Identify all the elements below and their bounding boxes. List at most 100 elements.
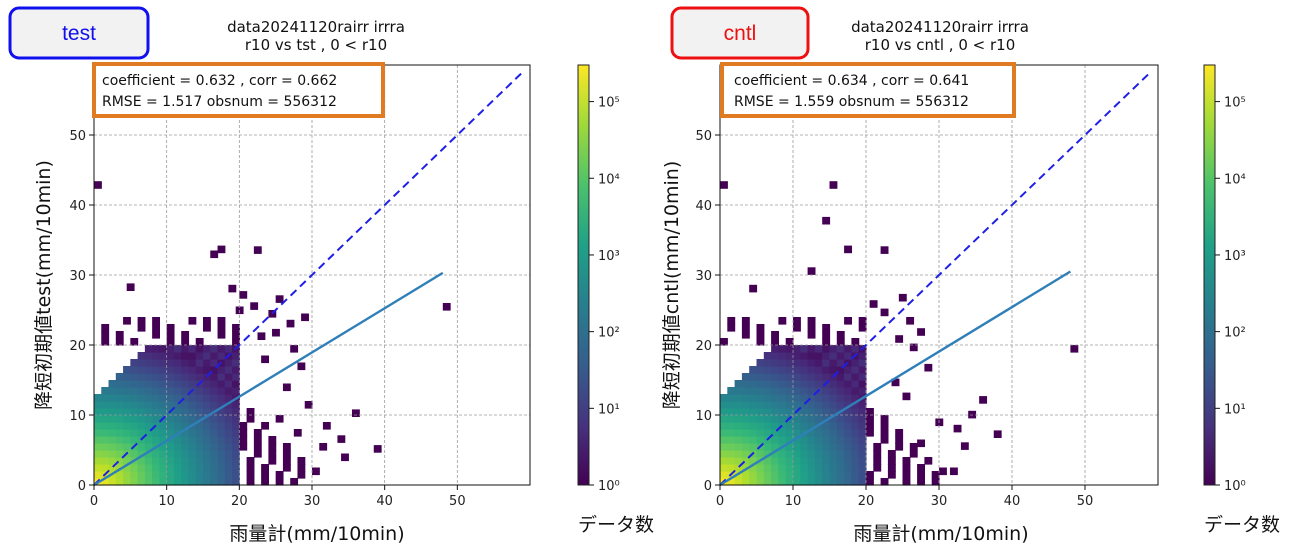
- histogram-cell: [844, 471, 852, 479]
- histogram-cell: [822, 331, 831, 339]
- histogram-cell: [217, 366, 226, 374]
- histogram-cell: [836, 394, 845, 402]
- histogram-cell: [130, 380, 139, 388]
- histogram-cell: [152, 436, 160, 444]
- histogram-cell: [778, 457, 787, 465]
- histogram-cell: [785, 352, 794, 360]
- y-tick-label: 10: [69, 409, 86, 424]
- histogram-cell: [727, 401, 736, 409]
- histogram-cell: [734, 464, 743, 472]
- outlier-cell: [749, 284, 758, 293]
- histogram-cell: [771, 478, 779, 486]
- histogram-cell: [181, 436, 190, 444]
- histogram-cell: [749, 415, 758, 423]
- histogram-cell: [173, 394, 182, 402]
- histogram-cell: [224, 387, 233, 395]
- histogram-cell: [217, 394, 226, 402]
- histogram-cell: [756, 422, 765, 430]
- histogram-cell: [771, 429, 779, 437]
- histogram-cell: [778, 478, 787, 486]
- histogram-cell: [173, 478, 182, 486]
- histogram-cell: [807, 373, 816, 381]
- histogram-cell: [181, 352, 190, 360]
- histogram-cell: [268, 436, 277, 444]
- histogram-cell: [144, 408, 153, 416]
- badge-test[interactable]: test: [8, 6, 150, 60]
- histogram-cell: [115, 387, 124, 395]
- histogram-cell: [778, 359, 787, 367]
- histogram-cell: [166, 359, 175, 367]
- histogram-cell: [793, 464, 801, 472]
- histogram-cell: [829, 394, 838, 402]
- histogram-cell: [844, 352, 852, 360]
- histogram-cell: [909, 450, 918, 458]
- histogram-cell: [181, 401, 190, 409]
- histogram-cell: [793, 457, 801, 465]
- histogram-cell: [858, 478, 867, 486]
- x-tick-label: 40: [1004, 494, 1021, 509]
- badge-cntl[interactable]: cntl: [670, 6, 810, 60]
- histogram-cell: [771, 373, 779, 381]
- histogram-cell: [246, 415, 255, 423]
- histogram-cell: [785, 387, 794, 395]
- outlier-cell: [253, 246, 262, 254]
- histogram-cell: [210, 352, 219, 360]
- outlier-cell: [822, 216, 831, 225]
- histogram-cell: [108, 422, 117, 430]
- histogram-cell: [224, 478, 233, 486]
- histogram-cell: [195, 443, 204, 451]
- histogram-cell: [763, 415, 772, 423]
- histogram-cell: [101, 415, 110, 423]
- histogram-cell: [771, 387, 779, 395]
- histogram-cell: [115, 331, 124, 339]
- histogram-cell: [844, 450, 852, 458]
- histogram-cell: [239, 436, 248, 444]
- histogram-cell: [741, 373, 750, 381]
- histogram-cell: [130, 408, 139, 416]
- histogram-cell: [224, 366, 233, 374]
- histogram-cell: [159, 471, 168, 479]
- histogram-cell: [880, 429, 889, 437]
- histogram-cell: [203, 324, 211, 332]
- histogram-cell: [173, 415, 182, 423]
- colorbar-tick-label: 10⁵: [1224, 96, 1246, 111]
- histogram-cell: [137, 429, 146, 437]
- histogram-cell: [232, 408, 240, 416]
- outlier-cell: [891, 378, 900, 387]
- histogram-cell: [123, 401, 131, 409]
- chart-title-line1: data20241120rairr irrra: [227, 18, 405, 36]
- histogram-cell: [836, 345, 845, 353]
- histogram-cell: [195, 359, 204, 367]
- histogram-cell: [734, 478, 743, 486]
- histogram-cell: [188, 443, 197, 451]
- histogram-cell: [720, 443, 728, 451]
- histogram-cell: [181, 387, 190, 395]
- histogram-cell: [720, 436, 728, 444]
- histogram-cell: [727, 436, 736, 444]
- outlier-cell: [312, 467, 320, 476]
- histogram-cell: [130, 338, 139, 346]
- histogram-cell: [246, 471, 255, 479]
- diagonal-line: [719, 71, 1152, 486]
- histogram-cell: [741, 443, 750, 451]
- histogram-cell: [152, 380, 160, 388]
- histogram-cell: [210, 373, 219, 381]
- histogram-cell: [210, 366, 219, 374]
- histogram-cell: [152, 352, 160, 360]
- histogram-cell: [851, 387, 860, 395]
- outlier-cell: [960, 442, 969, 450]
- histogram-cell: [246, 457, 255, 465]
- histogram-cell: [749, 408, 758, 416]
- histogram-cell: [123, 464, 131, 472]
- outlier-cell: [917, 328, 925, 336]
- stats-line2-cntl: RMSE = 1.559 obsnum = 556312: [734, 94, 969, 110]
- histogram-cell: [829, 380, 838, 388]
- histogram-cell: [159, 443, 168, 451]
- histogram-cell: [800, 373, 809, 381]
- histogram-cell: [727, 415, 736, 423]
- histogram-cell: [130, 373, 139, 381]
- histogram-cell: [123, 471, 131, 479]
- histogram-cell: [785, 457, 794, 465]
- histogram-cell: [851, 471, 860, 479]
